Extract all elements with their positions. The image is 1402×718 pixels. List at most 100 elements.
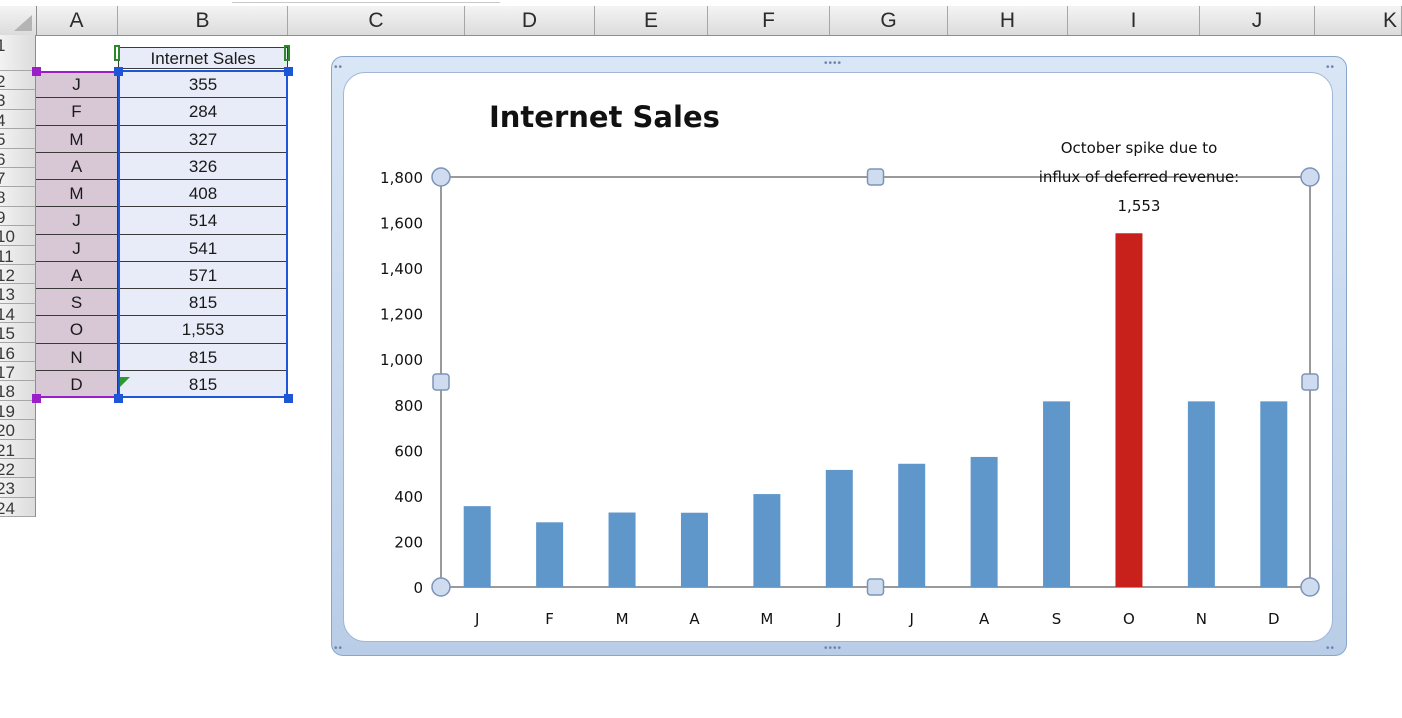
resize-grip-bottom[interactable]: •••• (824, 643, 843, 654)
cell-month[interactable]: M (36, 125, 118, 153)
range-handle-blue[interactable] (284, 67, 293, 76)
row-header[interactable]: 5 (0, 129, 36, 149)
range-handle-green[interactable] (284, 45, 290, 61)
cell-month[interactable]: O (36, 316, 118, 344)
bar[interactable] (608, 512, 636, 587)
column-header-i[interactable]: I (1068, 6, 1200, 35)
bar[interactable] (1187, 401, 1215, 587)
cell-month[interactable]: N (36, 343, 118, 371)
select-all-corner[interactable] (0, 6, 37, 36)
bar[interactable] (970, 456, 998, 587)
column-header-h[interactable]: H (948, 6, 1068, 35)
y-tick-label: 600 (394, 442, 423, 460)
row-header[interactable]: 13 (0, 284, 36, 304)
cell-sales-value[interactable]: 326 (118, 152, 288, 180)
column-header-g[interactable]: G (830, 6, 948, 35)
row-header[interactable]: 14 (0, 303, 36, 324)
row-header-label: 23 (0, 479, 15, 498)
annotation-text[interactable]: influx of deferred revenue: (1039, 168, 1240, 186)
chart-title[interactable]: Internet Sales (489, 100, 720, 134)
range-handle-purple[interactable] (32, 67, 41, 76)
plot-resize-handle[interactable] (866, 168, 885, 186)
column-header-c[interactable]: C (288, 6, 465, 35)
row-header[interactable]: 23 (0, 478, 36, 498)
row-header[interactable]: 10 (0, 226, 36, 246)
resize-grip-top[interactable]: •••• (824, 58, 843, 69)
annotation-text[interactable]: October spike due to (1061, 139, 1218, 157)
column-header-b[interactable]: B (118, 6, 288, 35)
bar[interactable] (825, 469, 853, 587)
resize-grip-corner[interactable]: •• (1326, 62, 1336, 73)
plot-resize-handle[interactable] (432, 373, 450, 391)
row-header[interactable]: 4 (0, 109, 36, 130)
row-header[interactable]: 16 (0, 342, 36, 362)
cell-month[interactable]: A (36, 261, 118, 289)
cell-sales-value[interactable]: 815 (118, 343, 288, 371)
plot-resize-handle[interactable] (1301, 373, 1319, 391)
row-header[interactable]: 9 (0, 206, 36, 227)
resize-grip-corner[interactable]: •• (1326, 643, 1336, 654)
range-handle-blue[interactable] (284, 394, 293, 403)
row-header[interactable]: 19 (0, 400, 36, 421)
column-header-f[interactable]: F (708, 6, 830, 35)
resize-grip-corner[interactable]: •• (334, 643, 344, 654)
cell-month[interactable]: J (36, 71, 118, 99)
row-header[interactable]: 2 (0, 71, 36, 91)
cell-sales-value[interactable]: 284 (118, 98, 288, 126)
cell-month[interactable]: J (36, 234, 118, 262)
row-header[interactable]: 24 (0, 497, 36, 518)
range-handle-blue[interactable] (114, 67, 123, 76)
cell-b1-header[interactable]: Internet Sales (118, 47, 288, 69)
row-header[interactable]: 7 (0, 168, 36, 188)
cell-month[interactable]: A (36, 152, 118, 180)
bar-highlight[interactable] (1115, 233, 1143, 587)
cell-sales-value[interactable]: 355 (118, 71, 288, 99)
column-header-d[interactable]: D (465, 6, 595, 35)
plot-resize-handle[interactable] (431, 577, 451, 597)
resize-grip-corner[interactable]: •• (334, 62, 344, 73)
cell-sales-value[interactable]: 571 (118, 261, 288, 289)
y-tick-label: 1,800 (380, 169, 423, 187)
row-header[interactable]: 18 (0, 381, 36, 401)
cell-sales-value[interactable]: 815 (118, 289, 288, 317)
bar[interactable] (753, 494, 781, 587)
bar[interactable] (536, 522, 564, 587)
plot-resize-handle[interactable] (1300, 167, 1320, 187)
cell-sales-value[interactable]: 541 (118, 234, 288, 262)
bar[interactable] (1260, 401, 1288, 587)
bar[interactable] (463, 506, 491, 587)
bar[interactable] (898, 463, 926, 587)
cell-month[interactable]: S (36, 289, 118, 317)
plot-resize-handle[interactable] (866, 578, 885, 596)
cell-sales-value[interactable]: 514 (118, 207, 288, 235)
row-header[interactable]: 3 (0, 90, 36, 110)
bar[interactable] (680, 512, 708, 587)
cell-month[interactable]: J (36, 207, 118, 235)
row-header[interactable]: 8 (0, 187, 36, 207)
bar[interactable] (1043, 401, 1071, 587)
range-handle-purple[interactable] (32, 394, 41, 403)
row-header[interactable]: 22 (0, 459, 36, 479)
cell-month[interactable]: M (36, 180, 118, 208)
plot-resize-handle[interactable] (431, 167, 451, 187)
column-header-j[interactable]: J (1200, 6, 1315, 35)
annotation-text[interactable]: 1,553 (1118, 197, 1161, 215)
cell-month[interactable]: F (36, 98, 118, 126)
row-header[interactable]: 1 (0, 35, 36, 71)
column-header-a[interactable]: A (36, 6, 118, 35)
row-header[interactable]: 11 (0, 245, 36, 265)
row-header[interactable]: 17 (0, 362, 36, 382)
cell-sales-value[interactable]: 1,553 (118, 316, 288, 344)
row-header[interactable]: 6 (0, 148, 36, 168)
range-handle-blue[interactable] (114, 394, 123, 403)
row-header[interactable]: 20 (0, 420, 36, 440)
cell-sales-value[interactable]: 327 (118, 125, 288, 153)
plot-resize-handle[interactable] (1300, 577, 1320, 597)
row-header[interactable]: 21 (0, 439, 36, 459)
column-header-e[interactable]: E (595, 6, 708, 35)
cell-sales-value[interactable]: 408 (118, 180, 288, 208)
row-header[interactable]: 12 (0, 265, 36, 285)
range-handle-green[interactable] (114, 45, 120, 61)
row-header[interactable]: 15 (0, 323, 36, 343)
